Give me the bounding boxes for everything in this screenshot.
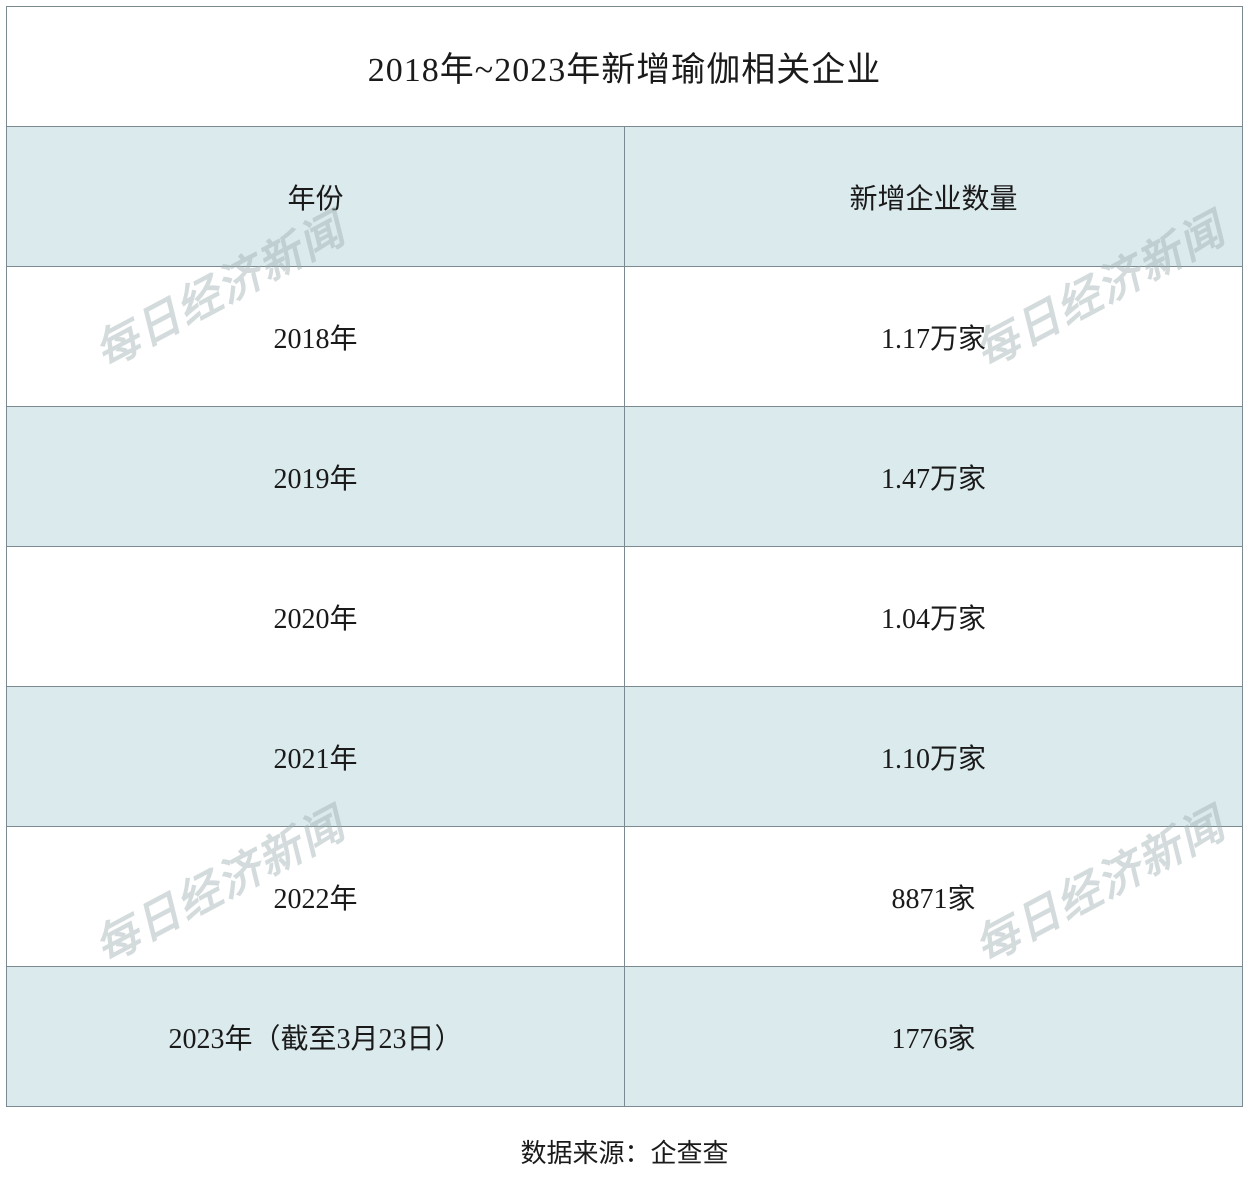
cell-count: 1.10万家 (625, 687, 1243, 827)
table-row: 2018年 1.17万家 (7, 267, 1243, 407)
cell-year: 2023年（截至3月23日） (7, 967, 625, 1107)
cell-year: 2021年 (7, 687, 625, 827)
cell-count: 1.47万家 (625, 407, 1243, 547)
cell-year: 2020年 (7, 547, 625, 687)
cell-count: 1.17万家 (625, 267, 1243, 407)
table-row: 2023年（截至3月23日） 1776家 (7, 967, 1243, 1107)
header-row: 年份 新增企业数量 (7, 127, 1243, 267)
cell-year: 2018年 (7, 267, 625, 407)
yoga-companies-table: 2018年~2023年新增瑜伽相关企业 年份 新增企业数量 2018年 1.17… (6, 6, 1243, 1197)
cell-count: 8871家 (625, 827, 1243, 967)
cell-year: 2022年 (7, 827, 625, 967)
table-container: 2018年~2023年新增瑜伽相关企业 年份 新增企业数量 2018年 1.17… (0, 0, 1249, 1203)
table-row: 2022年 8871家 (7, 827, 1243, 967)
title-row: 2018年~2023年新增瑜伽相关企业 (7, 7, 1243, 127)
col-header-count: 新增企业数量 (625, 127, 1243, 267)
table-row: 2021年 1.10万家 (7, 687, 1243, 827)
footer-row: 数据来源：企查查 (7, 1107, 1243, 1197)
table-row: 2019年 1.47万家 (7, 407, 1243, 547)
table-row: 2020年 1.04万家 (7, 547, 1243, 687)
data-source: 数据来源：企查查 (7, 1107, 1243, 1197)
cell-count: 1.04万家 (625, 547, 1243, 687)
cell-count: 1776家 (625, 967, 1243, 1107)
col-header-year: 年份 (7, 127, 625, 267)
table-title: 2018年~2023年新增瑜伽相关企业 (7, 7, 1243, 127)
cell-year: 2019年 (7, 407, 625, 547)
